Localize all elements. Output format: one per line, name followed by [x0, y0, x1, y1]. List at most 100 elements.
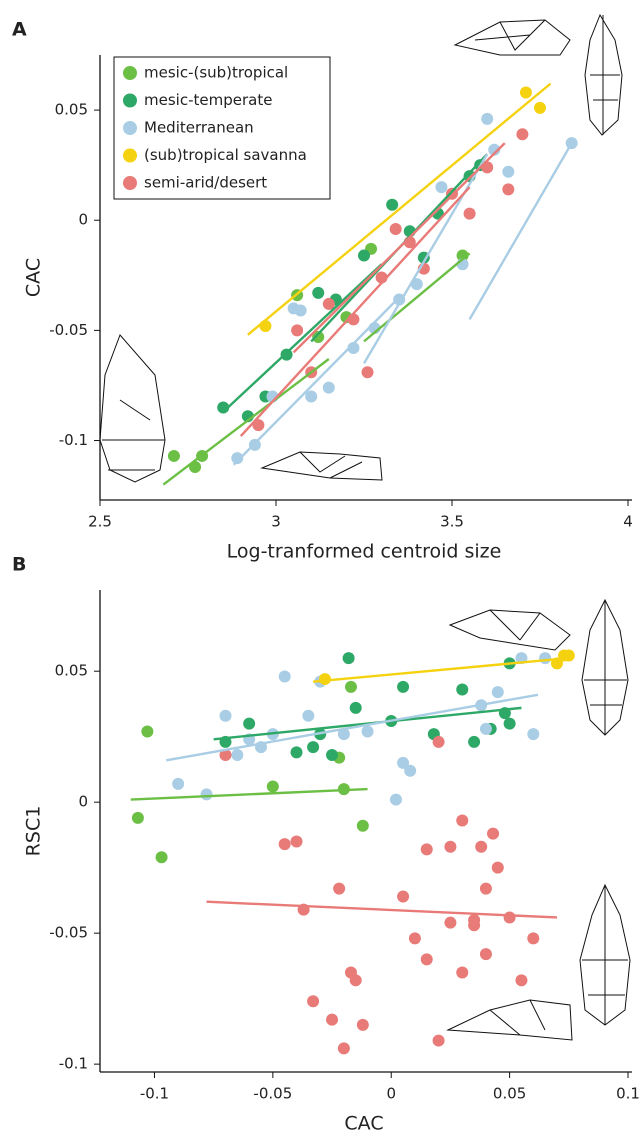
fit-line	[468, 142, 573, 320]
point	[252, 419, 265, 432]
point	[503, 717, 516, 730]
x-tick-label: 0.05	[493, 1085, 526, 1103]
point	[397, 890, 410, 903]
point	[131, 811, 144, 824]
point	[503, 911, 516, 924]
fit-line	[292, 142, 506, 354]
x-tick-label: 0.1	[616, 1085, 640, 1103]
point	[172, 777, 185, 790]
point	[491, 686, 504, 699]
point	[326, 749, 339, 762]
point	[302, 709, 315, 722]
point	[397, 756, 410, 769]
point	[539, 652, 552, 665]
panel-label: A	[12, 19, 27, 41]
legend-swatch	[123, 148, 137, 163]
point	[479, 948, 492, 961]
skull-sketch	[260, 451, 383, 481]
point	[312, 286, 325, 299]
legend-label: (sub)tropical savanna	[144, 146, 307, 164]
skull-sketches	[99, 13, 631, 1041]
point	[515, 974, 528, 987]
fit-line	[206, 900, 558, 919]
point	[219, 709, 232, 722]
skull-sketch	[99, 334, 166, 483]
x-tick-label: 3.5	[440, 513, 464, 531]
point	[243, 717, 256, 730]
point	[294, 304, 307, 317]
point	[397, 680, 410, 693]
point	[432, 1034, 445, 1047]
point	[479, 722, 492, 735]
fit-line	[363, 252, 471, 343]
point	[266, 780, 279, 793]
y-tick-label: 0	[78, 793, 88, 811]
point	[349, 974, 362, 987]
x-tick-label: -0.1	[140, 1085, 169, 1103]
point	[307, 995, 320, 1008]
point	[444, 840, 457, 853]
point	[290, 746, 303, 759]
fit-line	[232, 296, 401, 466]
point	[259, 319, 272, 332]
point	[342, 652, 355, 665]
point	[337, 1042, 350, 1055]
point	[463, 207, 476, 220]
point	[502, 183, 515, 196]
point	[519, 86, 532, 99]
point	[408, 932, 421, 945]
legend-label: mesic-(sub)tropical	[144, 64, 288, 82]
point	[488, 143, 501, 156]
x-tick-label: 0	[386, 1085, 396, 1103]
skull-sketch	[581, 598, 629, 736]
legend-label: Mediterranean	[144, 119, 254, 137]
y-tick-label: -0.05	[49, 924, 88, 942]
point	[491, 861, 504, 874]
y-axis-label: RSC1	[23, 806, 45, 857]
point	[333, 882, 346, 895]
point	[475, 840, 488, 853]
point	[167, 449, 180, 462]
point	[516, 128, 529, 141]
fit-line	[312, 656, 569, 683]
skull-sketch	[446, 999, 573, 1041]
fit-line	[239, 186, 471, 437]
point	[349, 701, 362, 714]
legend-swatch	[123, 93, 137, 108]
point	[389, 223, 402, 236]
y-tick-label: 0.05	[55, 662, 88, 680]
y-tick-label: -0.1	[59, 431, 88, 449]
point	[356, 1018, 369, 1031]
point	[141, 725, 154, 738]
point	[468, 735, 481, 748]
point	[456, 966, 469, 979]
legend-box	[113, 56, 331, 200]
y-tick-label: -0.05	[49, 321, 88, 339]
point	[322, 297, 335, 310]
y-tick-label: 0.05	[55, 101, 88, 119]
skull-sketch	[448, 609, 571, 651]
skull-sketch	[584, 13, 623, 136]
point	[435, 181, 448, 194]
point	[307, 741, 320, 754]
skull-sketch	[579, 883, 631, 1026]
point	[231, 452, 244, 465]
point	[358, 249, 370, 262]
point	[386, 198, 399, 211]
point	[291, 324, 304, 337]
point	[290, 835, 303, 848]
point	[389, 793, 402, 806]
point	[361, 366, 374, 379]
x-axis-label: Log-tranformed centroid size	[227, 541, 502, 563]
fit-line	[222, 263, 383, 413]
point	[534, 101, 546, 114]
point	[502, 165, 515, 178]
x-tick-label: -0.05	[253, 1085, 292, 1103]
point	[278, 670, 291, 683]
point	[420, 843, 433, 856]
fit-line	[362, 153, 489, 365]
point	[481, 112, 494, 125]
point	[527, 728, 540, 741]
fit-line	[247, 82, 552, 336]
